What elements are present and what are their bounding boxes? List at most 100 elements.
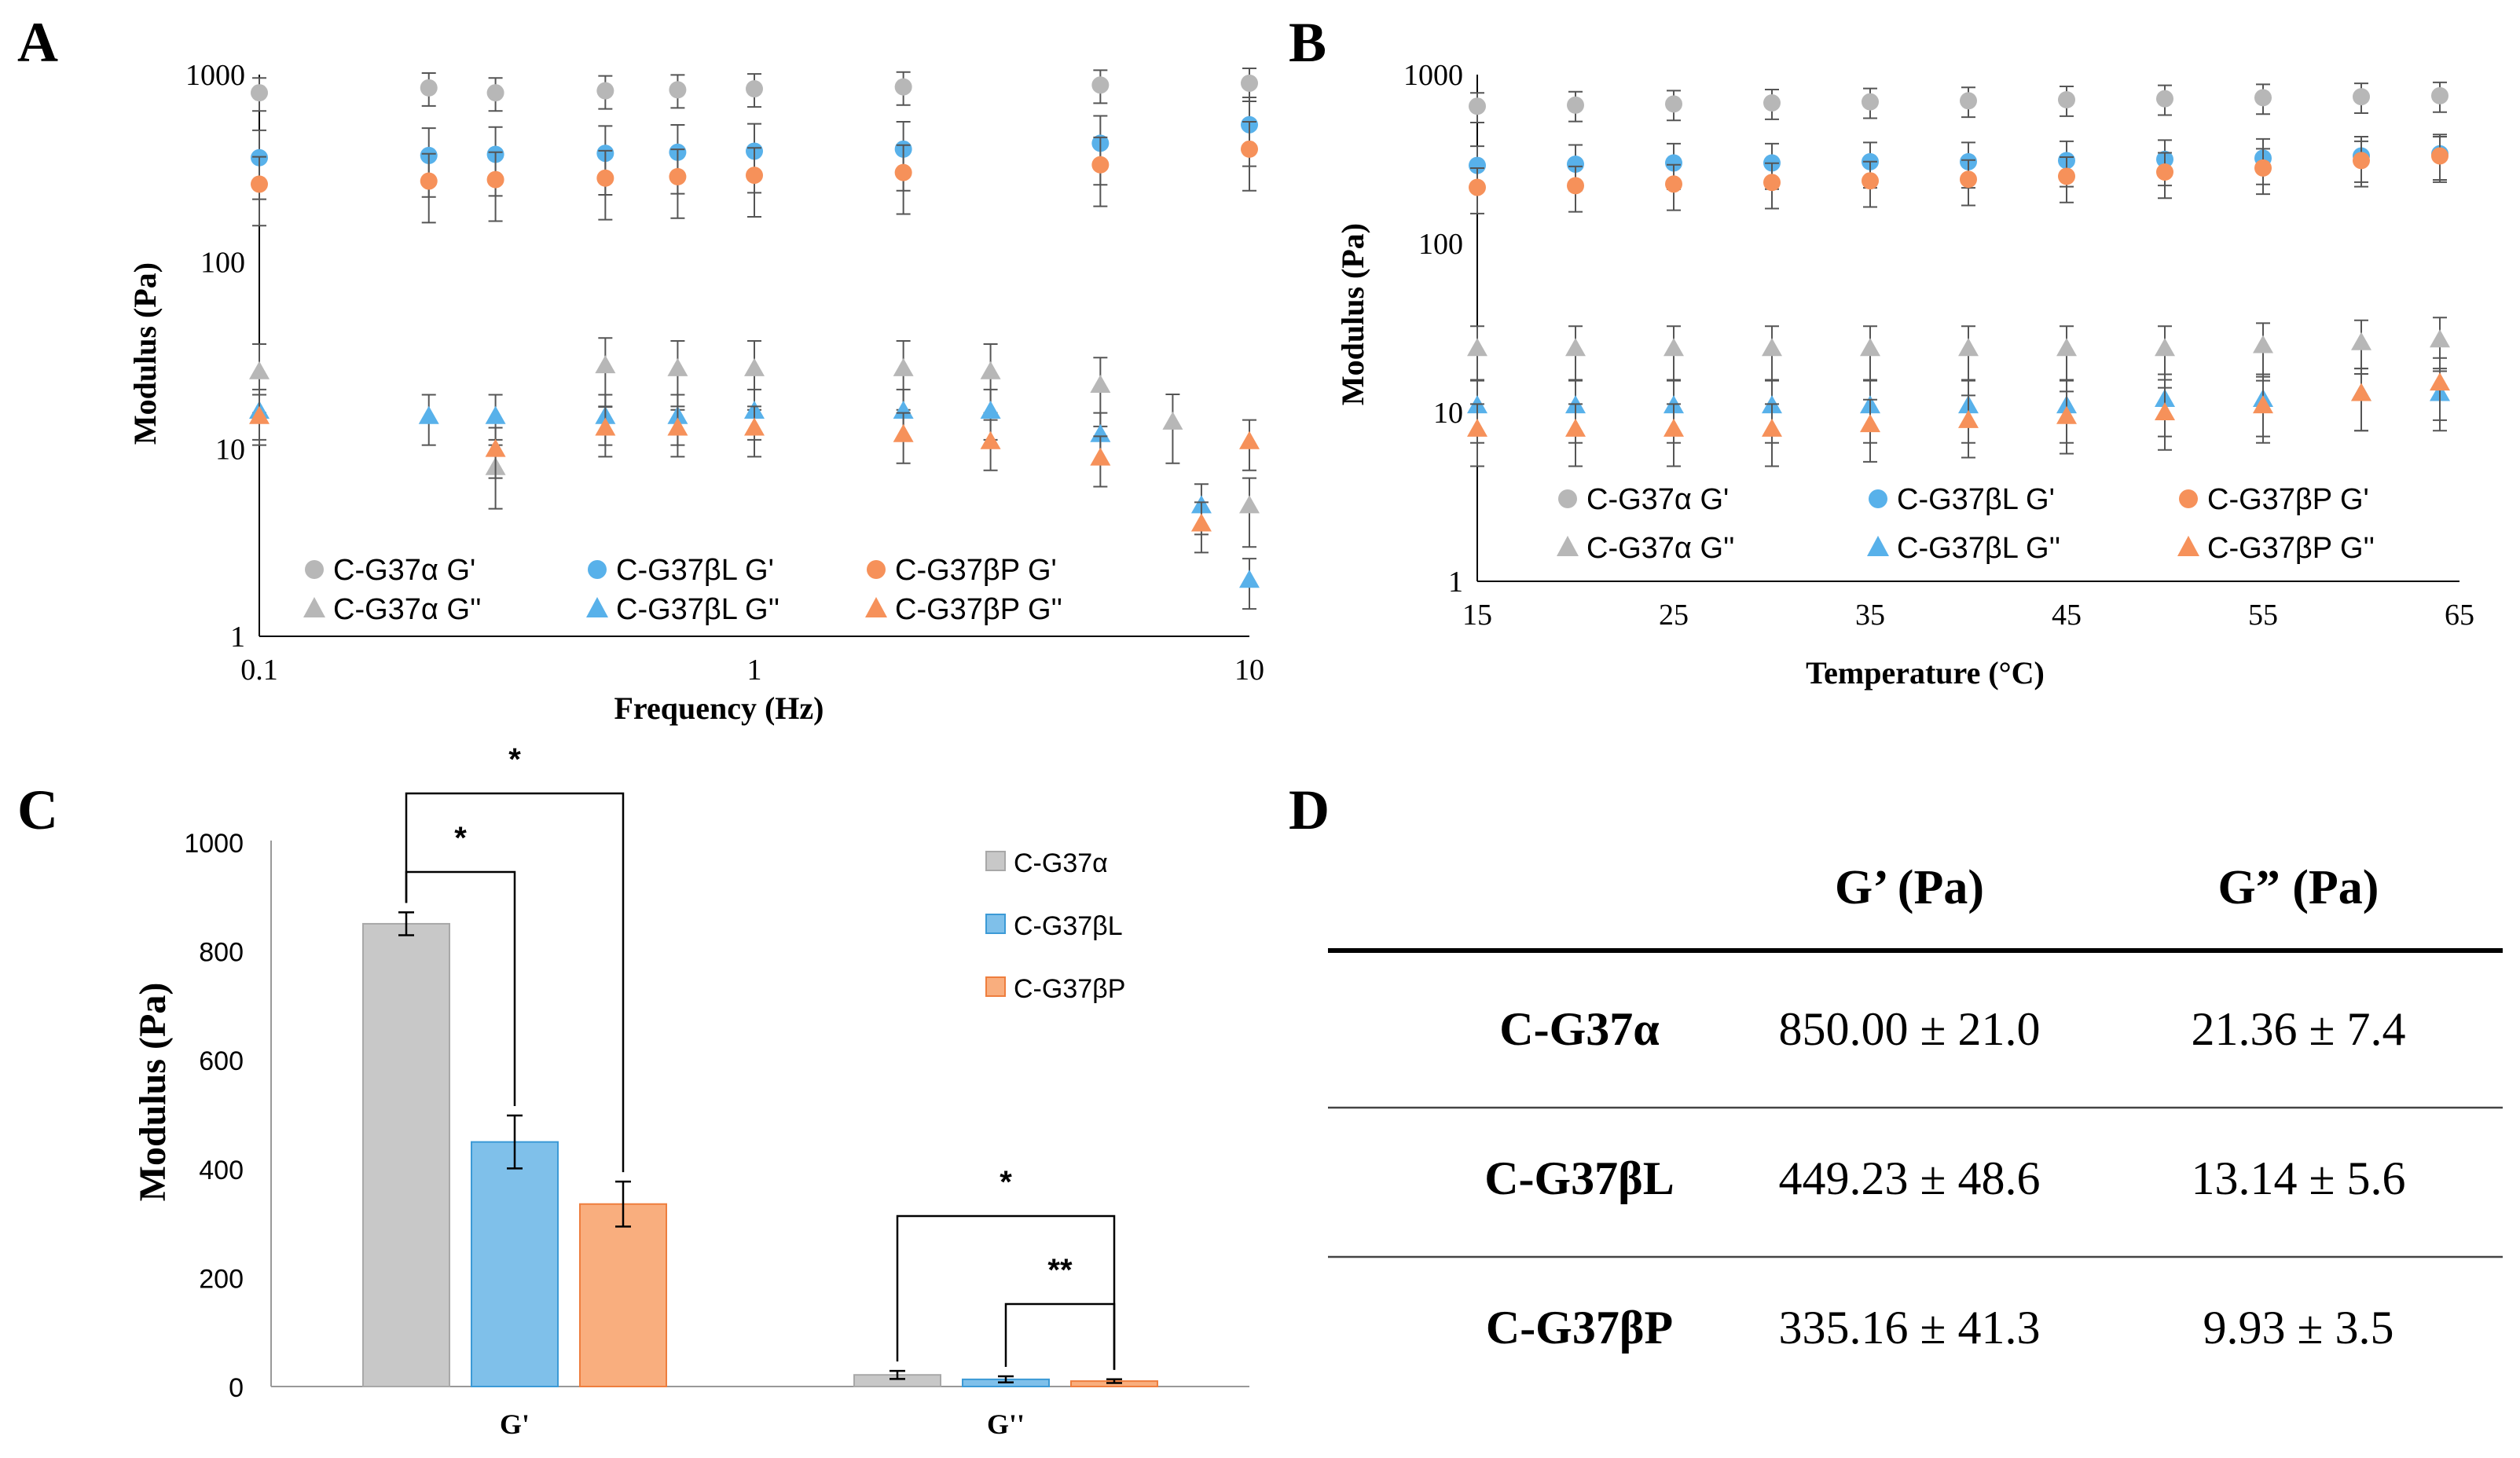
significance-bracket <box>1004 1302 1116 1370</box>
data-point <box>1090 423 1111 442</box>
data-point <box>1663 338 1684 357</box>
data-point <box>1190 513 1212 532</box>
legend-marker <box>303 597 325 617</box>
legend-label: C-G37βP G'' <box>2207 532 2375 565</box>
table-cell: 21.36 ± 7.4 <box>2192 1003 2406 1055</box>
legend-label: C-G37α G' <box>333 554 475 587</box>
legend-marker <box>867 560 886 579</box>
panel-a-xtick: 10 <box>1234 654 1264 687</box>
legend-marker <box>1558 489 1577 508</box>
panel-a-ytick: 1000 <box>185 59 245 92</box>
bar <box>579 1203 667 1388</box>
panel-b-xtick: 65 <box>2445 599 2474 632</box>
data-point <box>1469 156 1486 174</box>
data-point <box>1241 74 1258 92</box>
panel-c-xtick: G'' <box>987 1409 1025 1440</box>
data-point <box>2058 90 2075 108</box>
data-point <box>1762 338 1782 357</box>
data-point <box>251 84 268 102</box>
table-header: G’ (Pa) <box>1835 861 1984 914</box>
data-point <box>669 167 687 185</box>
data-point <box>1958 338 1979 357</box>
data-point <box>1467 418 1487 437</box>
data-point <box>2253 335 2273 354</box>
panel-a-xtick: 0.1 <box>240 654 278 687</box>
legend-label: C-G37βL <box>1014 911 1123 941</box>
table-cell: 9.93 ± 3.5 <box>2203 1302 2394 1354</box>
data-point <box>485 405 506 424</box>
significance-label: * <box>454 821 467 855</box>
panel-a-ytick: 10 <box>215 434 245 467</box>
panel-label-d: D <box>1289 778 1330 841</box>
legend-swatch <box>985 976 1006 997</box>
legend-label: C-G37βP G' <box>2207 483 2369 516</box>
panel-c-ytick: 200 <box>199 1264 244 1294</box>
data-point <box>1665 175 1682 193</box>
data-point <box>2431 86 2448 104</box>
legend-label: C-G37βL G' <box>616 554 774 587</box>
panel-b-xtick: 15 <box>1462 599 1492 632</box>
legend-label: C-G37βP <box>1014 974 1125 1004</box>
data-point <box>2156 163 2173 181</box>
data-point <box>2155 338 2175 357</box>
panel-c-ytick: 800 <box>199 938 244 968</box>
panel-b-ytick: 100 <box>1418 228 1463 261</box>
data-point <box>1565 418 1586 437</box>
data-point <box>1239 430 1260 449</box>
data-point <box>1960 92 1977 110</box>
table-row-label: C-G37βL <box>1484 1152 1674 1204</box>
legend-label: C-G37βL G'' <box>616 593 779 626</box>
data-point <box>2351 332 2371 350</box>
significance-label: * <box>1000 1165 1012 1200</box>
legend-marker <box>305 560 324 579</box>
panel-a-xtick: 1 <box>747 654 762 687</box>
panel-b-ytick: 10 <box>1433 397 1463 430</box>
data-point <box>2253 395 2273 414</box>
data-point <box>1469 97 1486 115</box>
panel-a-ytick: 100 <box>200 246 245 279</box>
legend-label: C-G37α G' <box>1586 483 1729 516</box>
table-header: G” (Pa) <box>2218 861 2379 914</box>
data-point <box>980 401 1001 419</box>
data-point <box>2431 147 2448 165</box>
bar <box>471 1141 559 1387</box>
data-point <box>485 438 506 457</box>
data-point <box>1763 94 1781 112</box>
panel-b-xtick: 25 <box>1659 599 1689 632</box>
panel-b-ylabel: Modulus (Pa) <box>1335 223 1370 405</box>
data-point <box>1567 155 1584 173</box>
bar <box>362 922 450 1387</box>
data-point <box>894 78 912 96</box>
significance-bracket <box>896 1214 1116 1370</box>
legend-marker <box>1557 536 1579 556</box>
data-point <box>418 405 439 424</box>
legend-marker <box>586 597 608 617</box>
legend-label: C-G37βL G' <box>1897 483 2055 516</box>
data-point <box>596 82 614 100</box>
legend-swatch <box>985 851 1006 871</box>
data-point <box>1567 177 1584 195</box>
data-point <box>744 357 765 376</box>
data-point <box>1567 96 1584 114</box>
data-point <box>1665 95 1682 113</box>
data-point <box>893 423 914 442</box>
data-point <box>1090 375 1111 394</box>
data-point <box>746 167 763 185</box>
panel-a-ytick: 1 <box>230 621 245 654</box>
legend-marker <box>865 597 887 617</box>
significance-label: * <box>508 742 521 777</box>
data-point <box>420 172 438 190</box>
table-cell: 449.23 ± 48.6 <box>1779 1152 2041 1204</box>
data-point <box>486 84 504 102</box>
data-point <box>1241 140 1258 158</box>
data-point <box>1762 418 1782 437</box>
data-point <box>893 357 914 376</box>
panel-c-ytick: 1000 <box>184 829 244 859</box>
data-point <box>1565 338 1586 357</box>
panel-c-ytick: 600 <box>199 1046 244 1076</box>
data-point <box>1467 338 1487 357</box>
legend-marker <box>1867 536 1889 556</box>
data-point <box>669 81 687 99</box>
data-point <box>1090 447 1111 466</box>
